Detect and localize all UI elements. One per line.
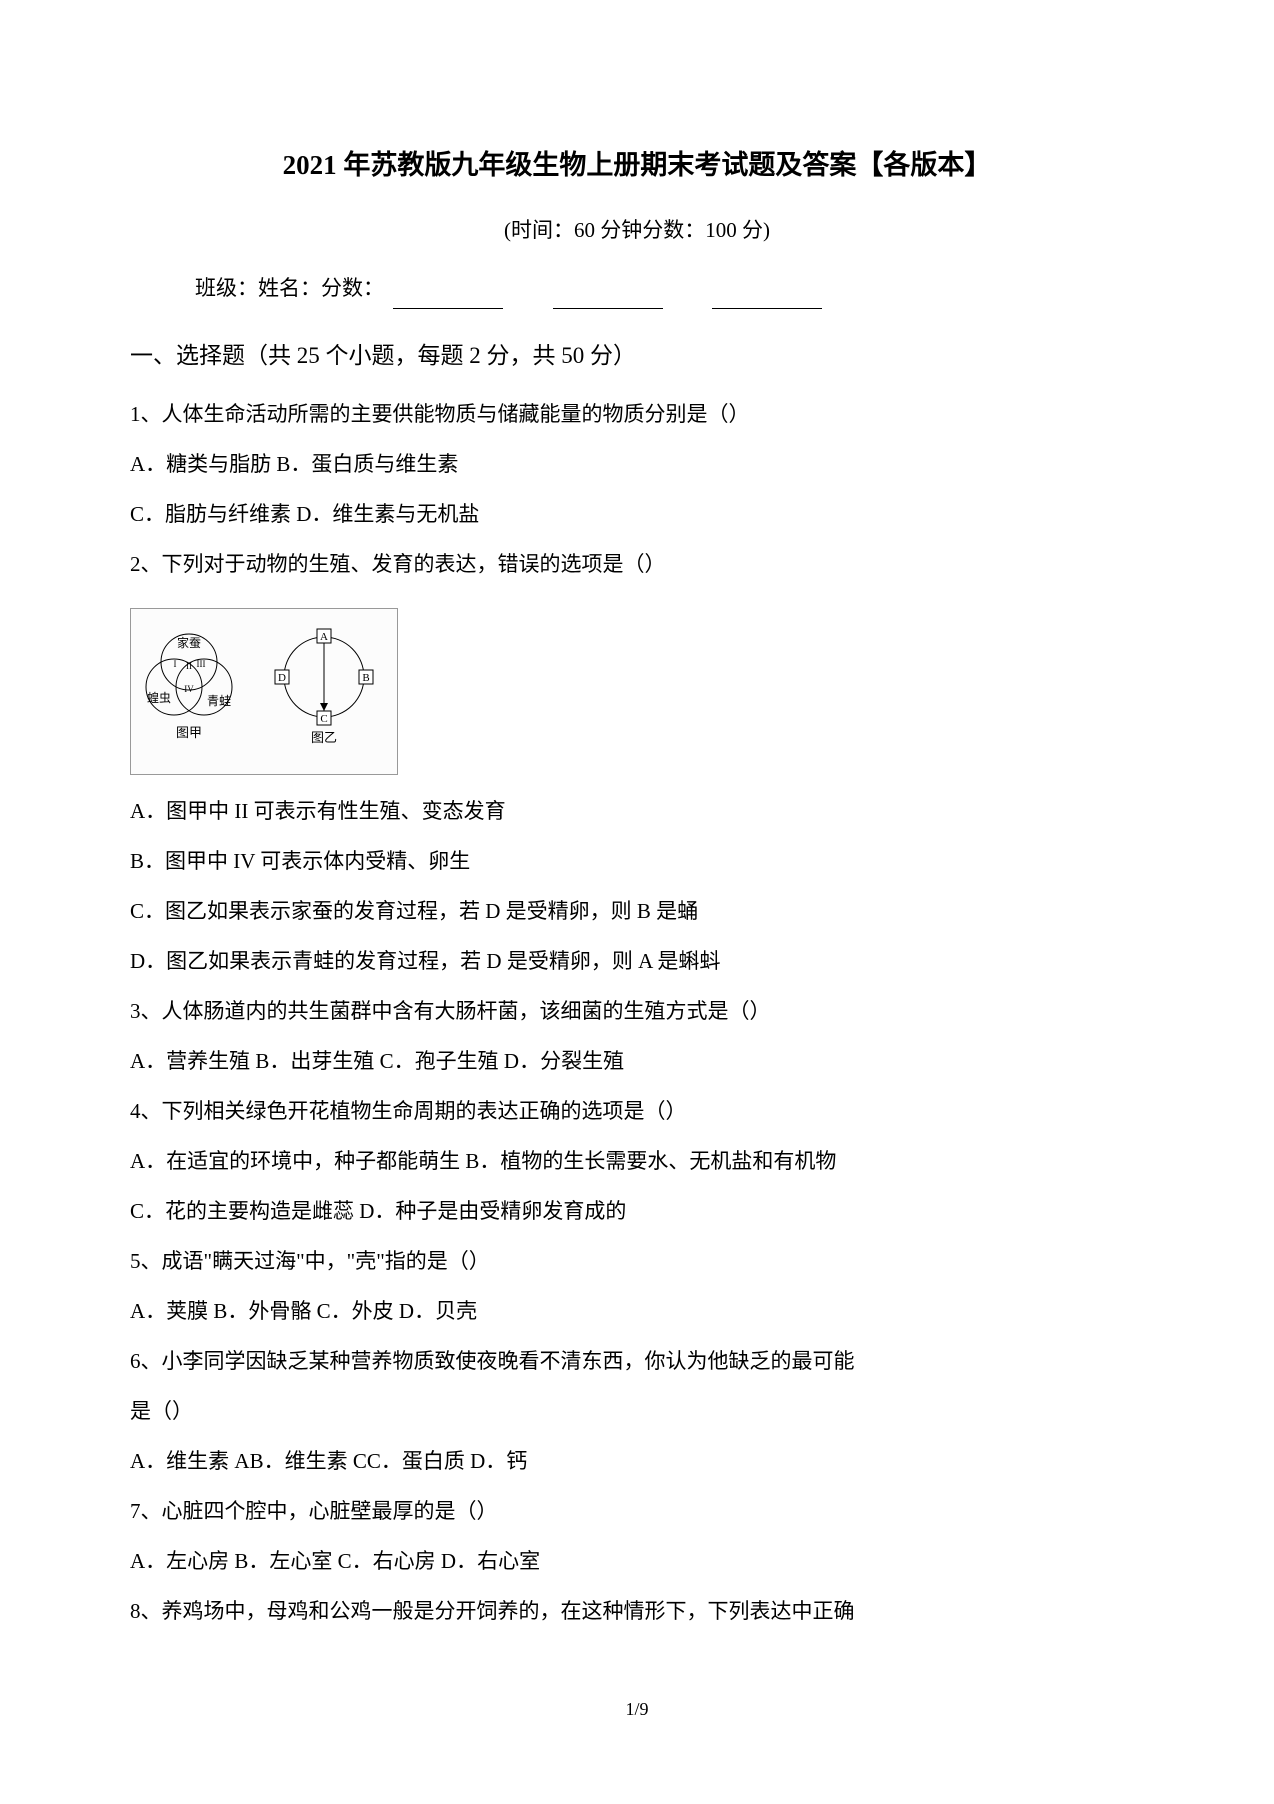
q8-stem: 8、养鸡场中，母鸡和公鸡一般是分开饲养的，在这种情形下，下列表达中正确 [130,1590,1144,1632]
page-number: 1/9 [130,1692,1144,1726]
q7-stem: 7、心脏四个腔中，心脏壁最厚的是（） [130,1490,1144,1532]
roman-1: I [174,659,177,669]
q4-opt-ab: A．在适宜的环境中，种子都能萌生 B．植物的生长需要水、无机盐和有机物 [130,1140,1144,1182]
q1-opt-cd: C．脂肪与纤维素 D．维生素与无机盐 [130,493,1144,535]
venn-label-left: 蝗虫 [147,691,171,705]
q3-stem: 3、人体肠道内的共生菌群中含有大肠杆菌，该细菌的生殖方式是（） [130,990,1144,1032]
q6-opts: A．维生素 AB．维生素 CC．蛋白质 D．钙 [130,1440,1144,1482]
exam-subtitle: (时间：60 分钟分数：100 分) [130,211,1144,251]
page-title: 2021 年苏教版九年级生物上册期末考试题及答案【各版本】 [130,140,1144,191]
class-blank [393,284,503,309]
name-blank [553,284,663,309]
q5-stem: 5、成语"瞒天过海"中，"壳"指的是（） [130,1240,1144,1282]
q2-stem: 2、下列对于动物的生殖、发育的表达，错误的选项是（） [130,543,1144,585]
q4-opt-cd: C．花的主要构造是雌蕊 D．种子是由受精卵发育成的 [130,1190,1144,1232]
q2-opt-a: A．图甲中 II 可表示有性生殖、变态发育 [130,790,1144,832]
q6-stem-line1: 6、小李同学因缺乏某种营养物质致使夜晚看不清东西，你认为他缺乏的最可能 [130,1340,1144,1382]
score-blank [712,284,822,309]
q4-stem: 4、下列相关绿色开花植物生命周期的表达正确的选项是（） [130,1090,1144,1132]
section-heading: 一、选择题（共 25 个小题，每题 2 分，共 50 分） [130,334,1144,378]
q2-opt-b: B．图甲中 IV 可表示体内受精、卵生 [130,840,1144,882]
info-prefix: 班级：姓名：分数： [195,276,384,300]
left-caption: 图甲 [176,725,202,740]
roman-3: III [197,659,206,669]
venn-label-top: 家蚕 [177,635,201,650]
node-a: A [320,631,328,643]
cycle-diagram: A B C D 图乙 [275,629,373,745]
node-d: D [278,672,286,684]
q2-diagram: 家蚕 蝗虫 青蛙 I II III IV 图甲 A B C D 图乙 [130,608,398,775]
q1-opt-ab: A．糖类与脂肪 B．蛋白质与维生素 [130,443,1144,485]
venn-diagram: 家蚕 蝗虫 青蛙 I II III IV 图甲 [146,634,232,740]
student-info-line: 班级：姓名：分数： [130,269,1144,309]
node-c: C [320,713,327,725]
roman-4: IV [184,684,194,694]
q7-opts: A．左心房 B．左心室 C．右心房 D．右心室 [130,1540,1144,1582]
node-b: B [362,672,369,684]
q2-diagram-svg: 家蚕 蝗虫 青蛙 I II III IV 图甲 A B C D 图乙 [139,617,389,752]
q5-opts: A．荚膜 B．外骨骼 C．外皮 D．贝壳 [130,1290,1144,1332]
right-caption: 图乙 [311,730,337,745]
q2-opt-c: C．图乙如果表示家蚕的发育过程，若 D 是受精卵，则 B 是蛹 [130,890,1144,932]
q6-stem-line2: 是（） [130,1390,1144,1432]
roman-2: II [186,661,192,671]
q3-opts: A．营养生殖 B．出芽生殖 C．孢子生殖 D．分裂生殖 [130,1040,1144,1082]
q2-opt-d: D．图乙如果表示青蛙的发育过程，若 D 是受精卵，则 A 是蝌蚪 [130,940,1144,982]
q1-stem: 1、人体生命活动所需的主要供能物质与储藏能量的物质分别是（） [130,393,1144,435]
venn-label-right: 青蛙 [207,694,231,708]
